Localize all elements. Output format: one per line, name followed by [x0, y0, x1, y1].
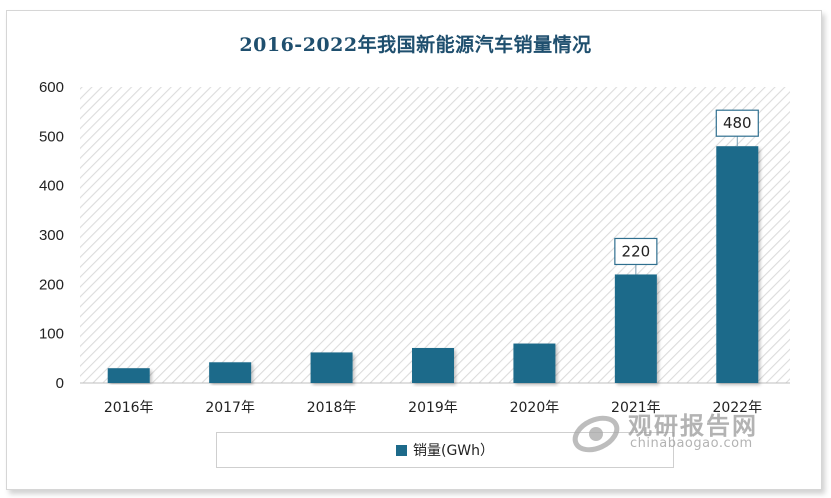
- x-tick-label: 2022年: [712, 400, 762, 416]
- x-tick-label: 2021年: [611, 400, 661, 416]
- y-tick-label: 300: [39, 227, 64, 244]
- watermark-brand-en: chinabaogao.com: [630, 436, 753, 451]
- bar-series: [107, 146, 759, 383]
- bar: [412, 347, 454, 383]
- y-tick-label: 0: [56, 375, 64, 392]
- bar: [614, 274, 657, 383]
- y-tick-label: 500: [39, 128, 64, 145]
- y-axis: 0 100 200 300 400 500 600: [39, 79, 64, 392]
- x-tick-label: 2020年: [510, 400, 560, 416]
- x-axis: 2016年 2017年 2018年 2019年 2020年 2021年 2022年: [104, 400, 762, 416]
- bar: [716, 146, 759, 383]
- legend-label: 销量(GWh）: [412, 443, 495, 459]
- bar: [209, 362, 252, 383]
- x-tick-label: 2017年: [205, 400, 255, 416]
- plot-area: [80, 87, 790, 383]
- chart-title: 2016-2022年我国新能源汽车销量情况: [239, 34, 592, 56]
- bar: [107, 368, 150, 383]
- y-tick-label: 400: [39, 178, 64, 195]
- y-tick-label: 200: [39, 276, 64, 293]
- data-label: 220: [622, 242, 651, 260]
- data-label-box: [715, 109, 759, 137]
- x-tick-label: 2018年: [307, 400, 357, 416]
- y-tick-label: 100: [39, 326, 64, 343]
- data-label-box: [614, 237, 658, 266]
- data-labels: 220 480: [614, 109, 759, 275]
- watermark-brand-cn: 观研报告网: [628, 412, 758, 440]
- x-tick-label: 2019年: [408, 400, 458, 416]
- x-tick-label: 2016年: [104, 400, 154, 416]
- legend-swatch: [395, 444, 407, 456]
- data-label: 480: [723, 114, 752, 132]
- watermark: 观研报告网 chinabaogao.com: [566, 404, 796, 460]
- bar: [513, 343, 556, 383]
- watermark-logo-icon: [572, 415, 620, 453]
- bar: [310, 352, 353, 383]
- y-tick-label: 600: [39, 79, 64, 96]
